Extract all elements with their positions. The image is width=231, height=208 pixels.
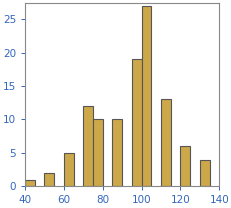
Bar [112,120,122,186]
Bar [160,99,170,186]
Bar [83,106,93,186]
Bar [131,59,141,186]
Bar [199,160,209,186]
Bar [25,180,35,186]
Bar [93,120,102,186]
Bar [64,153,73,186]
Bar [180,146,189,186]
Bar [44,173,54,186]
Bar [141,6,151,186]
